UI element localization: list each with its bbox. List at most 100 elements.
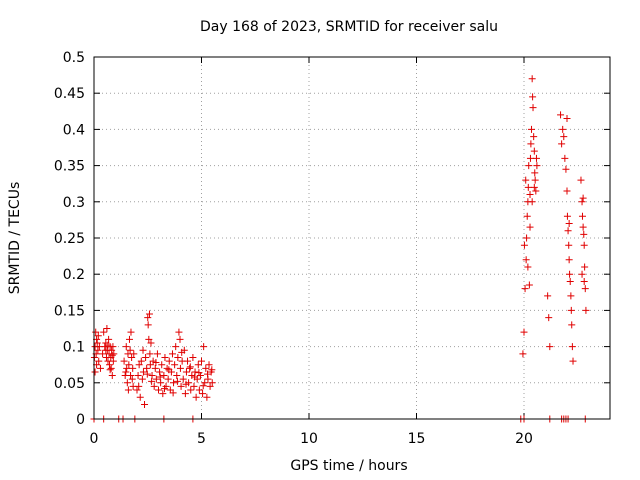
- data-point: [526, 191, 534, 199]
- data-point: [579, 223, 587, 231]
- data-point: [123, 364, 131, 372]
- data-point: [205, 361, 213, 369]
- data-point: [128, 375, 136, 383]
- data-point: [145, 310, 153, 318]
- data-point: [96, 364, 104, 372]
- data-point: [580, 241, 588, 249]
- data-point: [578, 212, 586, 220]
- data-point: [135, 361, 143, 369]
- data-point: [531, 169, 539, 177]
- data-point: [194, 361, 202, 369]
- data-point: [567, 306, 575, 314]
- data-point: [135, 382, 143, 390]
- data-point: [186, 363, 194, 371]
- data-point: [580, 277, 588, 285]
- data-point: [199, 390, 207, 398]
- data-point: [128, 353, 136, 361]
- data-point: [103, 325, 111, 332]
- data-point: [107, 364, 115, 372]
- data-point: [198, 357, 205, 365]
- data-point: [123, 379, 131, 387]
- data-point: [91, 368, 99, 376]
- data-point: [545, 314, 553, 322]
- data-point: [522, 256, 530, 264]
- data-point: [127, 372, 135, 380]
- data-point: [152, 359, 160, 367]
- x-tick-label: 0: [90, 431, 99, 447]
- data-point: [189, 353, 197, 361]
- data-point: [527, 140, 535, 148]
- y-tick-label: 0: [76, 412, 85, 428]
- data-point: [102, 346, 110, 354]
- data-point: [201, 379, 209, 387]
- data-point: [160, 372, 168, 380]
- data-point: [526, 154, 534, 162]
- y-tick-label: 0.3: [63, 195, 85, 211]
- data-point: [561, 154, 569, 162]
- data-point: [565, 241, 573, 249]
- data-point: [120, 357, 128, 365]
- data-point: [568, 343, 576, 351]
- data-point: [145, 335, 153, 343]
- data-point: [178, 348, 186, 356]
- data-point: [563, 212, 571, 220]
- data-point: [125, 335, 133, 343]
- data-point: [173, 377, 181, 385]
- data-point: [581, 285, 589, 293]
- data-point: [558, 140, 566, 148]
- data-point: [159, 390, 167, 398]
- data-point: [190, 382, 198, 390]
- data-point: [192, 393, 200, 401]
- data-point: [195, 369, 203, 377]
- data-point: [562, 165, 570, 173]
- data-point: [524, 263, 532, 271]
- data-point: [546, 343, 554, 351]
- data-point: [578, 198, 586, 206]
- data-point: [156, 373, 164, 381]
- data-point: [182, 368, 190, 376]
- data-point: [130, 350, 138, 358]
- data-point: [577, 176, 585, 184]
- data-point: [582, 306, 590, 314]
- data-point: [525, 162, 533, 170]
- data-point: [156, 368, 164, 376]
- data-point: [182, 380, 190, 388]
- data-point: [580, 230, 588, 238]
- data-point: [105, 361, 113, 369]
- data-point: [203, 393, 211, 401]
- data-point: [110, 350, 118, 358]
- data-point: [565, 220, 573, 228]
- data-point: [164, 375, 172, 383]
- y-tick-label: 0.15: [54, 303, 85, 319]
- data-point: [105, 335, 113, 343]
- data-point: [579, 194, 587, 202]
- data-point: [200, 343, 208, 351]
- data-point: [520, 241, 528, 249]
- data-point: [171, 361, 179, 369]
- data-point: [208, 366, 216, 374]
- data-point: [144, 321, 152, 329]
- plot-frame: [93, 56, 611, 420]
- data-point: [109, 357, 117, 365]
- data-point: [578, 270, 586, 278]
- data-point: [148, 377, 156, 385]
- data-point: [146, 350, 154, 358]
- data-point: [142, 353, 150, 361]
- y-tick-label: 0.5: [63, 50, 85, 66]
- data-point: [567, 292, 575, 300]
- data-point: [521, 285, 529, 293]
- data-point: [530, 133, 538, 141]
- data-point: [206, 382, 214, 390]
- data-point: [176, 335, 184, 343]
- y-tick-label: 0.05: [54, 376, 85, 392]
- data-point: [147, 339, 155, 347]
- x-tick-label: 5: [197, 431, 206, 447]
- data-point: [175, 328, 183, 336]
- data-point: [520, 328, 528, 336]
- y-tick-label: 0.1: [63, 340, 85, 356]
- data-point: [526, 223, 534, 231]
- data-point: [126, 346, 134, 354]
- data-point: [187, 386, 195, 394]
- data-point: [127, 328, 135, 336]
